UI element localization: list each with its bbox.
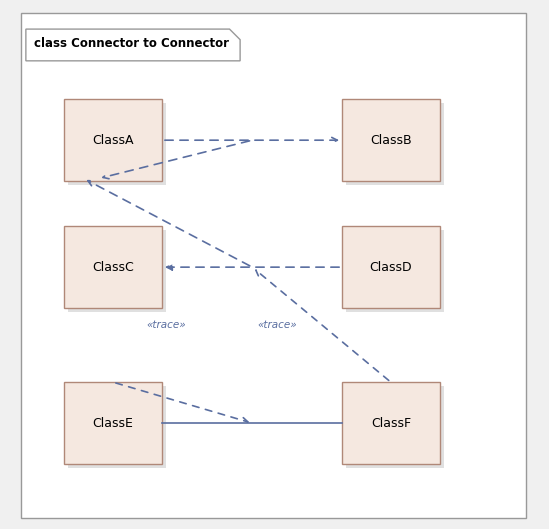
Bar <box>68 103 166 185</box>
Text: ClassD: ClassD <box>369 261 412 273</box>
Text: ClassE: ClassE <box>93 417 133 430</box>
Text: «trace»: «trace» <box>257 321 297 330</box>
Text: ClassF: ClassF <box>371 417 411 430</box>
Bar <box>342 226 440 308</box>
Text: ClassC: ClassC <box>92 261 134 273</box>
Text: ClassA: ClassA <box>92 134 134 147</box>
Bar <box>64 226 162 308</box>
Bar <box>342 99 440 181</box>
Text: «trace»: «trace» <box>146 321 186 330</box>
Text: class Connector to Connector: class Connector to Connector <box>34 38 229 50</box>
Bar <box>346 230 444 312</box>
Bar <box>64 382 162 464</box>
Bar <box>342 382 440 464</box>
Bar <box>346 103 444 185</box>
Text: ClassB: ClassB <box>370 134 412 147</box>
Bar <box>346 386 444 468</box>
Bar <box>68 386 166 468</box>
Polygon shape <box>26 29 240 61</box>
Bar <box>68 230 166 312</box>
Bar <box>64 99 162 181</box>
